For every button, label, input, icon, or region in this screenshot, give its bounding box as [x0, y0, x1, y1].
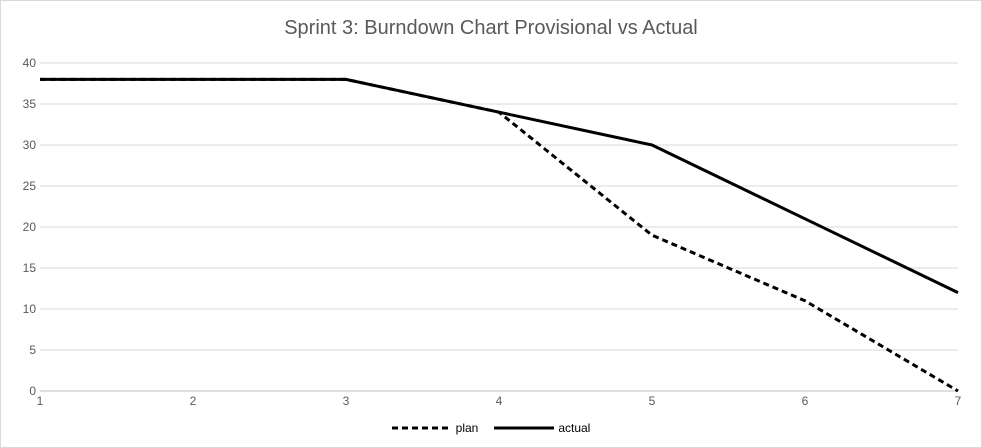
- y-tick-label: 5: [29, 343, 36, 357]
- legend-item-plan: plan: [391, 421, 479, 435]
- y-tick-label: 40: [23, 56, 37, 70]
- y-tick-label: 25: [23, 179, 37, 193]
- y-tick-label: 30: [23, 138, 37, 152]
- legend-label-plan: plan: [455, 421, 479, 435]
- y-tick-label: 10: [23, 302, 37, 316]
- series-line-plan: [40, 77, 959, 393]
- chart-title: Sprint 3: Burndown Chart Provisional vs …: [284, 17, 698, 39]
- x-tick-label: 3: [343, 394, 350, 408]
- x-tick-label: 6: [802, 394, 809, 408]
- legend-swatch-actual: [494, 426, 555, 430]
- legend-swatch-plan: [391, 426, 452, 430]
- x-axis-tick-labels: 1 2 3 4 5 6 7: [37, 394, 962, 408]
- y-tick-label: 0: [29, 384, 36, 398]
- y-tick-label: 20: [23, 220, 37, 234]
- x-tick-label: 1: [37, 394, 44, 408]
- y-tick-label: 15: [23, 261, 37, 275]
- gridlines: [40, 62, 958, 392]
- x-tick-label: 2: [190, 394, 197, 408]
- x-tick-label: 4: [496, 394, 503, 408]
- legend-item-actual: actual: [494, 421, 590, 435]
- x-tick-label: 5: [649, 394, 656, 408]
- y-tick-label: 35: [23, 97, 37, 111]
- y-axis-tick-labels: 0 5 10 15 20 25 30 35 40: [23, 56, 37, 398]
- series-line-actual: [40, 77, 959, 294]
- x-tick-label: 7: [955, 394, 962, 408]
- legend: plan actual: [1, 421, 981, 435]
- series-lines: [40, 77, 959, 393]
- legend-label-actual: actual: [558, 421, 591, 435]
